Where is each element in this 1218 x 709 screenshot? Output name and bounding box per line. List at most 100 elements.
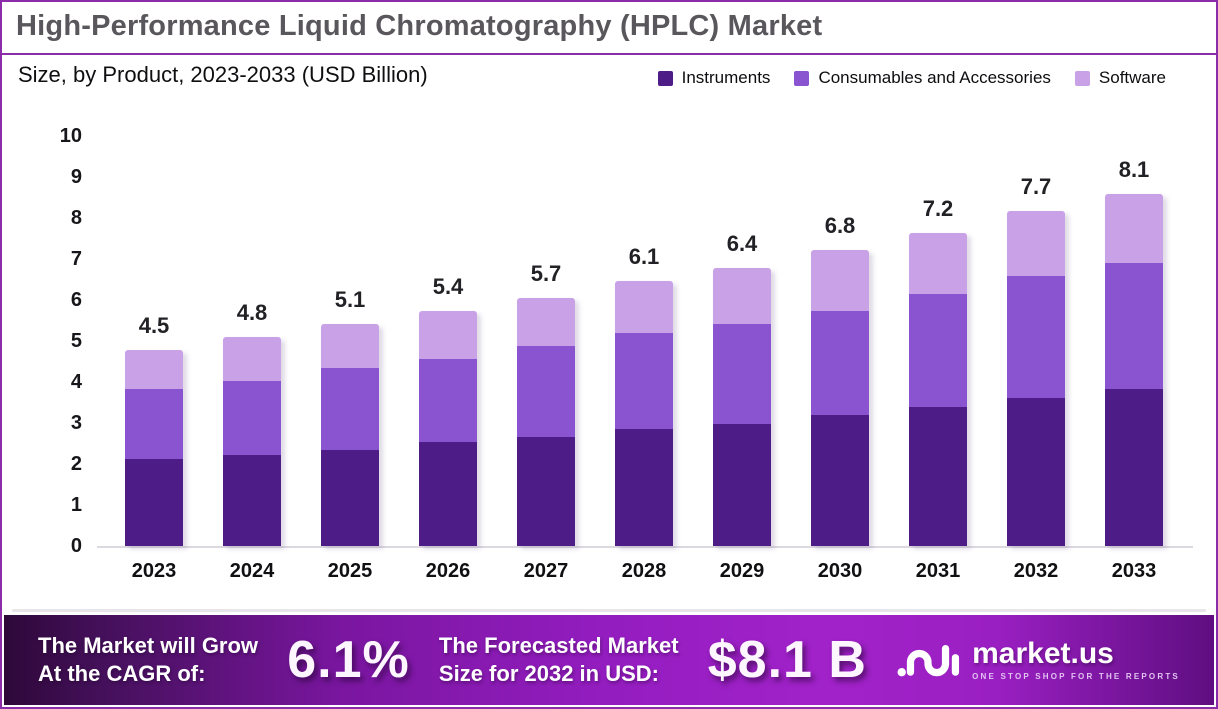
x-axis-label-2029: 2029 (719, 560, 765, 582)
bar-segment-2025-consumables-and-accessories (321, 367, 379, 451)
forecast-value: $8.1 B (707, 631, 867, 689)
y-axis-tick-label: 2 (70, 453, 82, 475)
forecast-label: The Forecasted Market Size for 2032 in U… (439, 632, 679, 688)
bar-2027 (517, 298, 575, 546)
forecast-label-line2: Size for 2032 in USD: (438, 661, 659, 686)
page-subtitle: Size, by Product, 2023-2033 (USD Billion… (18, 62, 428, 87)
bar-segment-2023-software (125, 350, 183, 390)
bar-total-label-2029: 6.4 (726, 230, 758, 256)
bar-segment-2031-consumables-and-accessories (909, 293, 967, 407)
bar-total-label-2023: 4.5 (138, 313, 170, 339)
bar-2029 (713, 267, 771, 546)
legend-swatch-icon (657, 70, 673, 86)
x-axis-label-2024: 2024 (229, 560, 275, 582)
bar-total-label-2024: 4.8 (236, 300, 268, 326)
bar-segment-2026-instruments (419, 441, 477, 546)
bar-segment-2025-software (321, 324, 379, 368)
bar-2026 (419, 311, 477, 546)
chart: 0 1 2 3 4 5 6 7 8 9 10 4.5 2023 4.8 2024 5.1 2025 5.4 2026… (2, 102, 1216, 604)
bar-2032 (1007, 211, 1065, 546)
bar-segment-2033-instruments (1105, 389, 1163, 546)
x-axis-label-2025: 2025 (327, 560, 373, 582)
x-axis-label-2030: 2030 (817, 560, 863, 582)
bar-segment-2024-instruments (223, 454, 281, 546)
bar-segment-2027-instruments (517, 437, 575, 546)
bar-segment-2031-software (909, 232, 967, 294)
bar-segment-2024-consumables-and-accessories (223, 380, 281, 455)
x-axis-label-2032: 2032 (1013, 560, 1059, 582)
footer-banner: The Market will Grow At the CAGR of: 6.1… (4, 615, 1214, 705)
bar-segment-2027-consumables-and-accessories (517, 345, 575, 438)
bar-total-label-2025: 5.1 (334, 287, 366, 313)
bar-segment-2028-software (615, 280, 673, 333)
marketus-brand: market.us ONE STOP SHOP FOR THE REPORTS (896, 637, 1180, 683)
bar-segment-2032-instruments (1007, 398, 1065, 546)
bar-segment-2030-software (811, 250, 869, 312)
bar-segment-2023-instruments (125, 458, 183, 546)
forecast-label-line1: The Forecasted Market (438, 633, 679, 658)
bar-segment-2028-consumables-and-accessories (615, 332, 673, 429)
bar-2024 (223, 337, 281, 546)
y-axis-tick-label: 5 (70, 330, 82, 352)
bar-total-label-2032: 7.7 (1020, 174, 1052, 200)
chart-card-shadow (12, 609, 1206, 612)
legend-label: Software (1098, 68, 1166, 87)
x-axis-label-2031: 2031 (915, 560, 961, 582)
bar-segment-2026-consumables-and-accessories (419, 358, 477, 442)
bar-total-label-2027: 5.7 (530, 261, 562, 287)
y-axis-tick-label: 7 (70, 248, 82, 270)
brand-text: market.us ONE STOP SHOP FOR THE REPORTS (972, 637, 1180, 682)
y-axis-tick-label: 0 (70, 535, 82, 557)
bar-segment-2028-instruments (615, 428, 673, 546)
bar-segment-2031-instruments (909, 406, 967, 546)
x-axis-line (97, 546, 1193, 548)
bar-2028 (615, 280, 673, 546)
x-axis-label-2027: 2027 (523, 560, 569, 582)
bar-segment-2030-instruments (811, 415, 869, 546)
legend-swatch-icon (1074, 70, 1090, 86)
legend-item-0: Instruments (657, 68, 771, 88)
legend-item-2: Software (1074, 68, 1166, 88)
y-axis-tick-label: 4 (70, 371, 82, 393)
title-divider (2, 53, 1216, 55)
bar-segment-2030-consumables-and-accessories (811, 311, 869, 416)
bar-2025 (321, 324, 379, 546)
y-axis-tick-label: 1 (70, 494, 82, 516)
bar-total-label-2028: 6.1 (628, 243, 660, 269)
bar-segment-2032-consumables-and-accessories (1007, 276, 1065, 399)
legend-swatch-icon (794, 70, 810, 86)
x-axis-label-2033: 2033 (1111, 560, 1157, 582)
bar-segment-2024-software (223, 337, 281, 381)
y-axis-tick-label: 10 (59, 125, 82, 147)
page-title: High-Performance Liquid Chromatography (… (16, 10, 823, 42)
y-axis-tick-label: 3 (70, 412, 82, 434)
bar-total-label-2030: 6.8 (824, 213, 856, 239)
bar-segment-2032-software (1007, 211, 1065, 277)
cagr-label-line2: At the CAGR of: (38, 661, 206, 686)
bar-2023 (125, 350, 183, 546)
bar-segment-2029-consumables-and-accessories (713, 324, 771, 425)
y-axis-tick-label: 6 (70, 289, 82, 311)
chart-legend: Instruments Consumables and Accessories So… (657, 68, 1166, 88)
bar-segment-2027-software (517, 298, 575, 346)
brand-name: market.us (972, 637, 1114, 670)
cagr-label: The Market will Grow At the CAGR of: (38, 632, 258, 688)
cagr-label-line1: The Market will Grow (38, 633, 259, 658)
legend-item-1: Consumables and Accessories (794, 68, 1051, 88)
x-axis-label-2028: 2028 (621, 560, 667, 582)
bar-segment-2026-software (419, 311, 477, 359)
y-axis-tick-label: 8 (70, 207, 82, 229)
legend-label: Consumables and Accessories (818, 68, 1051, 87)
bar-total-label-2033: 8.1 (1118, 156, 1150, 182)
bar-segment-2029-instruments (713, 424, 771, 546)
bar-total-label-2031: 7.2 (922, 195, 954, 221)
y-axis-tick-label: 9 (70, 166, 82, 188)
bar-2033 (1105, 193, 1163, 546)
brand-tagline: ONE STOP SHOP FOR THE REPORTS (972, 672, 1180, 681)
marketus-logo-icon (897, 644, 960, 677)
legend-label: Instruments (681, 68, 771, 87)
bar-segment-2023-consumables-and-accessories (125, 389, 183, 459)
bar-segment-2033-software (1105, 193, 1163, 264)
bar-2030 (811, 250, 869, 546)
